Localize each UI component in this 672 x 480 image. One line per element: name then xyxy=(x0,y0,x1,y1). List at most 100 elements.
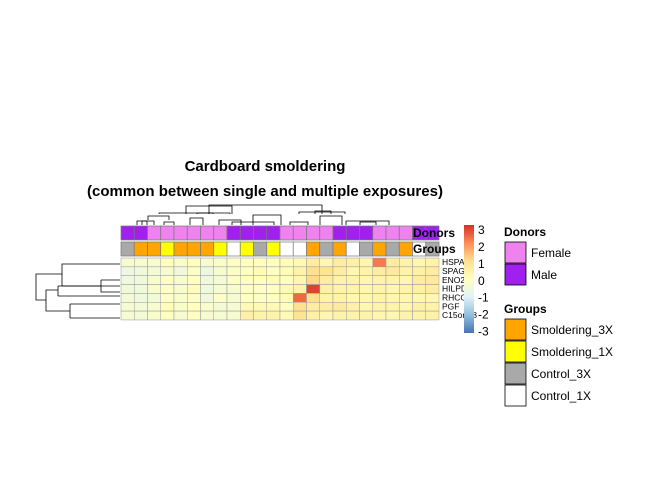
row-label: HILPDA xyxy=(442,284,473,294)
heatmap-cell xyxy=(372,302,387,312)
donor-annotation-cell xyxy=(306,225,321,241)
legend-title: Groups xyxy=(504,302,547,316)
row-label: PGF xyxy=(442,301,459,311)
heatmap-cell xyxy=(266,302,281,312)
heatmap-cell xyxy=(120,257,135,268)
heatmap-cell xyxy=(332,266,347,276)
heatmap-cell xyxy=(293,284,307,294)
group-annotation-cell xyxy=(292,241,307,257)
donors-annotation-row xyxy=(120,225,440,241)
donor-annotation-cell xyxy=(398,225,413,241)
heatmap-cell xyxy=(399,266,413,276)
heatmap-cell xyxy=(147,310,161,321)
heatmap-cell xyxy=(213,302,228,312)
heatmap-cell xyxy=(359,266,373,276)
donor-annotation-cell xyxy=(160,225,175,241)
heatmap-cell xyxy=(385,275,400,285)
legend-item-label: Control_3X xyxy=(531,367,591,381)
heatmap-cell xyxy=(226,293,241,303)
heatmap-cell xyxy=(187,266,201,276)
heatmap-cell xyxy=(319,310,334,321)
legend-swatch xyxy=(504,318,527,341)
heatmap-cell xyxy=(213,310,228,321)
heatmap-cell xyxy=(372,257,387,268)
heatmap-cell xyxy=(226,302,241,312)
heatmap-cell xyxy=(240,275,254,285)
heatmap-cell xyxy=(293,310,307,321)
group-annotation-cell xyxy=(239,241,254,257)
heatmap-cell xyxy=(372,293,387,303)
chart-title-line-1: Cardboard smoldering xyxy=(185,158,346,175)
heatmap-cell xyxy=(385,293,400,303)
donor-annotation-cell xyxy=(359,225,374,241)
color-scale-tick-label: 0 xyxy=(478,274,485,288)
heatmap-cell xyxy=(319,275,334,285)
heatmap-cell xyxy=(359,302,373,312)
heatmap-cell xyxy=(425,257,440,268)
color-scale-tick-label: -2 xyxy=(478,308,489,322)
heatmap-cell xyxy=(120,293,135,303)
heatmap-cell xyxy=(240,302,254,312)
heatmap-cell xyxy=(279,293,294,303)
heatmap-cell xyxy=(213,266,228,276)
heatmap-cell xyxy=(213,284,228,294)
heatmap-cell xyxy=(399,257,413,268)
donor-annotation-cell xyxy=(425,225,440,241)
group-annotation-cell xyxy=(345,241,360,257)
heatmap-cell xyxy=(412,284,426,294)
heatmap-cell xyxy=(425,310,440,321)
heatmap-cell xyxy=(120,275,135,285)
heatmap-cell xyxy=(187,284,201,294)
heatmap-cell xyxy=(173,275,188,285)
group-annotation-cell xyxy=(253,241,268,257)
heatmap-cell xyxy=(425,293,440,303)
heatmap-cell xyxy=(160,266,175,276)
heatmap-cell xyxy=(385,284,400,294)
heatmap-cell xyxy=(293,275,307,285)
groups-legend: Groups Smoldering_3X Smoldering_1X Control_… xyxy=(504,302,613,407)
donor-annotation-cell xyxy=(133,225,148,241)
group-annotation-cell xyxy=(398,241,413,257)
donor-annotation-cell xyxy=(200,225,215,241)
heatmap-cell xyxy=(399,310,413,321)
heatmap-cell xyxy=(293,293,307,303)
row-label: SPAG4 xyxy=(442,266,470,276)
group-annotation-cell xyxy=(226,241,241,257)
heatmap-cell xyxy=(147,266,161,276)
heatmap-cell xyxy=(240,257,254,268)
heatmap-cell xyxy=(399,302,413,312)
heatmap-cell xyxy=(134,302,148,312)
group-annotation-cell xyxy=(173,241,188,257)
heatmap-cell xyxy=(279,310,294,321)
heatmap-cell xyxy=(266,266,281,276)
heatmap-cell xyxy=(346,275,360,285)
heatmap-cell xyxy=(160,284,175,294)
group-annotation-cell xyxy=(147,241,162,257)
legend-item-label: Control_1X xyxy=(531,389,591,403)
heatmap-cell xyxy=(200,302,214,312)
donor-annotation-cell xyxy=(319,225,334,241)
heatmap-cell xyxy=(266,284,281,294)
heatmap-cell xyxy=(200,310,214,321)
donor-annotation-cell xyxy=(226,225,241,241)
heatmap-cell xyxy=(226,284,241,294)
heatmap-cell xyxy=(279,257,294,268)
heatmap-cell xyxy=(293,257,307,268)
heatmap-cell xyxy=(134,257,148,268)
heatmap-cell xyxy=(319,266,334,276)
heatmap-cell xyxy=(226,310,241,321)
heatmap-cell xyxy=(200,266,214,276)
color-scale-tick-label: -3 xyxy=(478,325,489,339)
heatmap-cell xyxy=(213,257,228,268)
heatmap-cell xyxy=(399,293,413,303)
group-annotation-cell xyxy=(332,241,347,257)
heatmap-cell xyxy=(372,275,387,285)
heatmap-cell xyxy=(306,293,320,303)
heatmap-cell xyxy=(120,310,135,321)
chart-title-line-2: (common between single and multiple expo… xyxy=(87,183,443,200)
donor-annotation-cell xyxy=(279,225,294,241)
donor-annotation-cell xyxy=(266,225,281,241)
donor-annotation-cell xyxy=(239,225,254,241)
legend-item-label: Smoldering_1X xyxy=(531,345,613,359)
heatmap-cell xyxy=(319,257,334,268)
